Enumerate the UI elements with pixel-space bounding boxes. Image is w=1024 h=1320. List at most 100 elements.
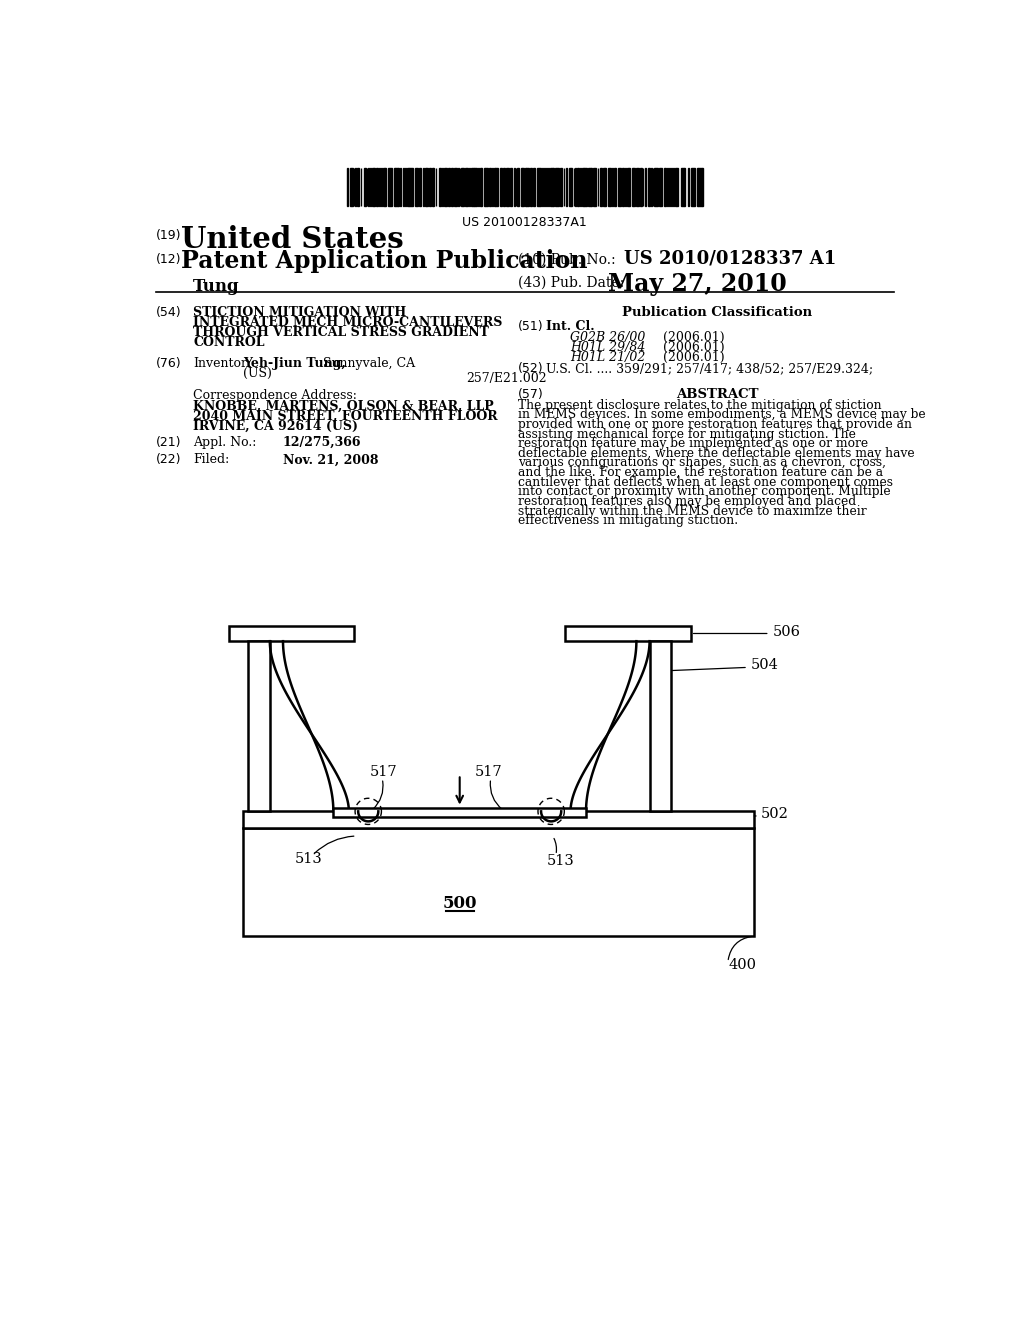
Bar (583, 168, 584, 206)
Bar (381, 168, 382, 206)
Bar (506, 168, 509, 206)
Bar (654, 168, 658, 206)
Bar (474, 168, 477, 206)
Bar (517, 168, 519, 206)
Text: (2006.01): (2006.01) (663, 351, 724, 364)
Text: Correspondence Address:: Correspondence Address: (194, 389, 357, 403)
Bar (534, 168, 535, 206)
Bar (438, 168, 441, 206)
Text: into contact or proximity with another component. Multiple: into contact or proximity with another c… (518, 486, 891, 498)
Text: G02B 26/00: G02B 26/00 (569, 331, 645, 345)
Text: THROUGH VERTICAL STRESS GRADIENT: THROUGH VERTICAL STRESS GRADIENT (194, 326, 489, 339)
Bar (681, 168, 684, 206)
Bar (555, 168, 559, 206)
Bar (503, 168, 506, 206)
Bar (383, 168, 385, 206)
Text: (12): (12) (156, 253, 181, 267)
Bar (426, 168, 428, 206)
Text: H01L 29/84: H01L 29/84 (569, 341, 645, 354)
Text: 2040 MAIN STREET, FOURTEENTH FLOOR: 2040 MAIN STREET, FOURTEENTH FLOOR (194, 409, 498, 422)
Bar (350, 168, 352, 206)
Bar (454, 168, 457, 206)
Bar (687, 168, 689, 206)
Text: (10) Pub. No.:: (10) Pub. No.: (518, 253, 615, 267)
Text: (43) Pub. Date:: (43) Pub. Date: (518, 276, 624, 289)
Bar (526, 168, 529, 206)
Bar (248, 642, 270, 812)
Text: and the like. For example, the restoration feature can be a: and the like. For example, the restorati… (518, 466, 883, 479)
Bar (588, 168, 591, 206)
Text: (21): (21) (156, 436, 181, 449)
Text: deflectable elements, where the deflectable elements may have: deflectable elements, where the deflecta… (518, 446, 914, 459)
Text: 517: 517 (370, 766, 397, 779)
Text: assisting mechanical force for mitigating stiction. The: assisting mechanical force for mitigatin… (518, 428, 856, 441)
Bar (465, 168, 468, 206)
Bar (673, 168, 675, 206)
Bar (560, 168, 562, 206)
Text: Appl. No.:: Appl. No.: (194, 436, 256, 449)
Bar (410, 168, 414, 206)
Bar (370, 168, 372, 206)
Bar (569, 168, 570, 206)
Text: 400: 400 (729, 958, 757, 973)
Bar (429, 168, 431, 206)
Bar (546, 168, 547, 206)
Text: 500: 500 (442, 895, 477, 912)
Bar (477, 168, 479, 206)
Bar (623, 168, 624, 206)
Bar (633, 168, 635, 206)
Text: May 27, 2010: May 27, 2010 (608, 272, 787, 296)
Bar (407, 168, 409, 206)
Bar (357, 168, 359, 206)
Bar (489, 168, 490, 206)
Bar (593, 168, 596, 206)
Text: STICTION MITIGATION WITH: STICTION MITIGATION WITH (194, 306, 407, 319)
Text: 513: 513 (547, 854, 574, 867)
Text: (76): (76) (156, 358, 181, 370)
Text: Publication Classification: Publication Classification (622, 306, 812, 319)
Text: ABSTRACT: ABSTRACT (676, 388, 758, 401)
Text: in MEMS devices. In some embodiments, a MEMS device may be: in MEMS devices. In some embodiments, a … (518, 408, 926, 421)
Bar (228, 626, 354, 642)
Bar (376, 168, 378, 206)
Text: restoration features also may be employed and placed: restoration features also may be employe… (518, 495, 856, 508)
Polygon shape (570, 642, 649, 812)
Bar (585, 168, 587, 206)
Text: (52): (52) (518, 363, 544, 375)
Bar (485, 168, 488, 206)
Text: Filed:: Filed: (194, 453, 229, 466)
Bar (667, 168, 669, 206)
Bar (415, 168, 418, 206)
Bar (364, 168, 366, 206)
Bar (600, 168, 602, 206)
Text: 257/E21.002: 257/E21.002 (466, 372, 547, 385)
Text: effectiveness in mitigating stiction.: effectiveness in mitigating stiction. (518, 515, 738, 527)
Text: CONTROL: CONTROL (194, 337, 264, 350)
Bar (334, 808, 586, 817)
Bar (640, 168, 642, 206)
Text: Int. Cl.: Int. Cl. (547, 321, 595, 333)
Bar (565, 626, 690, 642)
Bar (452, 168, 453, 206)
Text: The present disclosure relates to the mitigation of stiction: The present disclosure relates to the mi… (518, 399, 882, 412)
Bar (603, 168, 604, 206)
Bar (395, 168, 397, 206)
Text: Inventor:: Inventor: (194, 358, 251, 370)
Bar (649, 642, 672, 812)
Bar (648, 168, 650, 206)
Bar (444, 168, 446, 206)
Bar (550, 168, 553, 206)
Bar (420, 168, 421, 206)
Text: Yeh-Jiun Tung,: Yeh-Jiun Tung, (243, 358, 345, 370)
Bar (243, 812, 755, 829)
Text: 502: 502 (761, 808, 788, 821)
Bar (522, 168, 524, 206)
Text: (22): (22) (156, 453, 181, 466)
Bar (461, 168, 464, 206)
Text: Sunnyvale, CA: Sunnyvale, CA (319, 358, 416, 370)
Polygon shape (270, 642, 349, 812)
Bar (496, 168, 499, 206)
Text: (2006.01): (2006.01) (663, 341, 724, 354)
Bar (580, 168, 582, 206)
Bar (698, 168, 701, 206)
